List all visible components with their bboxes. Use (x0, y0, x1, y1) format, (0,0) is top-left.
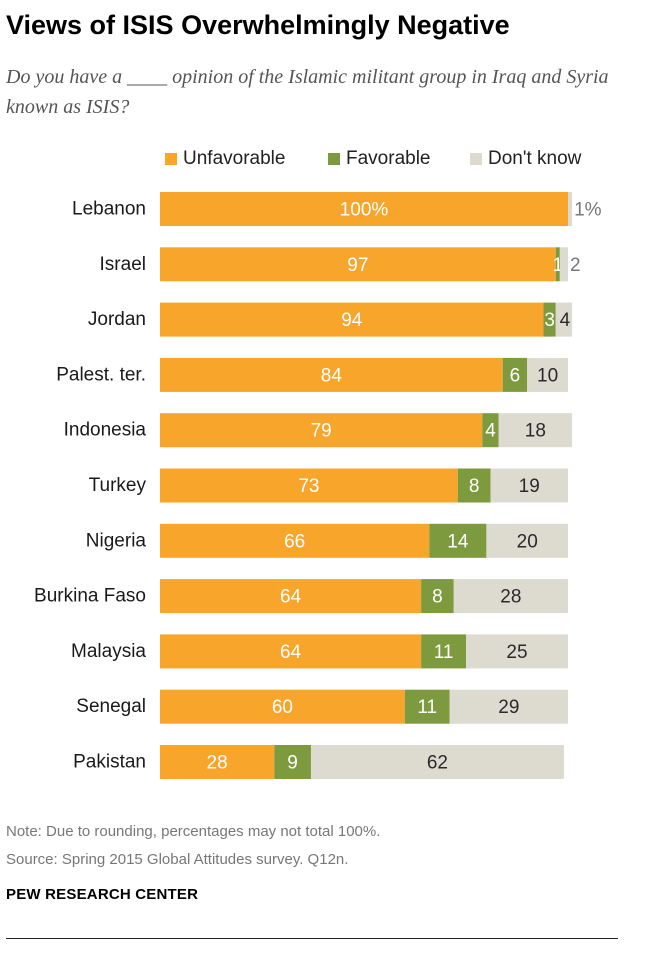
bar-dont-know-pakistan (310, 745, 564, 779)
bar-unfavorable-turkey (160, 468, 458, 503)
bar-dont-know-burkina-faso (453, 579, 568, 614)
bar-dont-know-lebanon (568, 192, 573, 226)
bar-favorable-jordan (543, 302, 556, 337)
bar-favorable-senegal (404, 689, 450, 724)
value-label-dont-know-lebanon: 1% (574, 200, 602, 221)
bar-unfavorable-palest-ter (160, 357, 503, 392)
bar-dont-know-israel (559, 247, 568, 282)
brand-logo-text: PEW RESEARCH CENTER (6, 886, 199, 903)
value-label-favorable-turkey: 8 (469, 476, 480, 497)
legend: Unfavorable Favorable Don't know (0, 148, 664, 172)
legend-label-dont-know: Don't know (488, 148, 582, 169)
bar-favorable-indonesia (482, 413, 499, 448)
value-label-unfavorable-pakistan: 28 (207, 753, 228, 774)
footnotes: Note: Due to rounding, percentages may n… (6, 818, 380, 874)
category-label-turkey: Turkey (89, 475, 147, 496)
value-label-unfavorable-malaysia: 64 (280, 642, 302, 663)
value-label-dont-know-turkey: 19 (519, 476, 540, 497)
legend-swatch-dont-know (470, 153, 482, 165)
category-label-burkina-faso: Burkina Faso (34, 586, 146, 607)
bar-favorable-palest-ter (502, 357, 528, 392)
bar-unfavorable-burkina-faso (160, 579, 422, 614)
bar-favorable-pakistan (274, 745, 311, 779)
bar-unfavorable-lebanon (160, 192, 568, 226)
value-label-favorable-israel: 1 (553, 255, 564, 276)
legend-label-unfavorable: Unfavorable (183, 148, 286, 169)
legend-swatch-unfavorable (165, 153, 177, 165)
bar-unfavorable-senegal (160, 689, 405, 724)
value-label-unfavorable-senegal: 60 (272, 697, 293, 718)
value-label-unfavorable-burkina-faso: 64 (280, 587, 302, 608)
value-label-unfavorable-israel: 97 (347, 255, 368, 276)
value-label-favorable-indonesia: 4 (485, 421, 496, 442)
legend-item-dont-know: Don't know (470, 148, 581, 170)
value-label-dont-know-burkina-faso: 28 (500, 587, 521, 608)
bottom-rule (6, 938, 618, 939)
source-text: Source: Spring 2015 Global Attitudes sur… (6, 851, 349, 868)
legend-label-favorable: Favorable (346, 148, 431, 169)
value-label-favorable-pakistan: 9 (287, 753, 298, 774)
note-text: Note: Due to rounding, percentages may n… (6, 823, 381, 840)
value-label-dont-know-israel: 2 (570, 255, 581, 276)
value-label-dont-know-indonesia: 18 (525, 421, 546, 442)
value-label-favorable-nigeria: 14 (447, 531, 469, 552)
value-label-unfavorable-jordan: 94 (341, 310, 363, 331)
bar-favorable-nigeria (429, 523, 487, 558)
category-label-pakistan: Pakistan (73, 752, 146, 773)
chart-subtitle: Do you have a ____ opinion of the Islami… (6, 66, 609, 118)
category-label-indonesia: Indonesia (64, 420, 147, 441)
bar-dont-know-indonesia (498, 413, 573, 448)
value-label-dont-know-jordan: 4 (560, 310, 571, 331)
bar-dont-know-senegal (449, 689, 568, 724)
value-label-unfavorable-turkey: 73 (298, 476, 319, 497)
legend-swatch-favorable (328, 153, 340, 165)
value-label-favorable-senegal: 11 (417, 697, 437, 718)
value-label-unfavorable-lebanon: 100% (340, 200, 389, 221)
bar-dont-know-jordan (555, 302, 573, 337)
value-label-dont-know-senegal: 29 (498, 697, 519, 718)
bar-unfavorable-jordan (160, 302, 544, 337)
value-label-favorable-burkina-faso: 8 (432, 587, 443, 608)
category-label-israel: Israel (100, 254, 146, 275)
bar-dont-know-turkey (490, 468, 568, 503)
bar-unfavorable-pakistan (160, 745, 275, 779)
bar-unfavorable-malaysia (160, 634, 422, 669)
category-label-palest-ter: Palest. ter. (56, 364, 146, 385)
value-label-dont-know-pakistan: 62 (427, 753, 448, 774)
value-label-dont-know-nigeria: 20 (517, 531, 538, 552)
category-label-malaysia: Malaysia (71, 641, 146, 662)
legend-item-unfavorable: Unfavorable (165, 148, 285, 170)
category-label-nigeria: Nigeria (86, 530, 147, 551)
bar-unfavorable-nigeria (160, 523, 430, 558)
value-label-favorable-malaysia: 11 (434, 642, 454, 663)
bar-dont-know-nigeria (486, 523, 568, 558)
value-label-unfavorable-nigeria: 66 (284, 531, 305, 552)
value-label-favorable-palest-ter: 6 (510, 365, 521, 386)
value-label-unfavorable-indonesia: 79 (311, 421, 332, 442)
value-label-dont-know-palest-ter: 10 (537, 365, 558, 386)
category-label-lebanon: Lebanon (72, 199, 146, 220)
bar-unfavorable-indonesia (160, 413, 483, 448)
bar-unfavorable-israel (160, 247, 556, 282)
bar-favorable-turkey (457, 468, 491, 503)
chart-title: Views of ISIS Overwhelmingly Negative (6, 10, 510, 40)
bar-favorable-israel (555, 247, 560, 282)
category-label-senegal: Senegal (76, 696, 146, 717)
value-label-dont-know-malaysia: 25 (506, 642, 527, 663)
value-label-favorable-jordan: 3 (544, 310, 555, 331)
legend-item-favorable: Favorable (328, 148, 431, 170)
category-label-jordan: Jordan (88, 309, 146, 330)
bar-dont-know-malaysia (466, 634, 568, 669)
bar-favorable-malaysia (421, 634, 466, 669)
bar-favorable-burkina-faso (421, 579, 454, 614)
bar-dont-know-palest-ter (527, 357, 568, 392)
value-label-unfavorable-palest-ter: 84 (321, 365, 343, 386)
